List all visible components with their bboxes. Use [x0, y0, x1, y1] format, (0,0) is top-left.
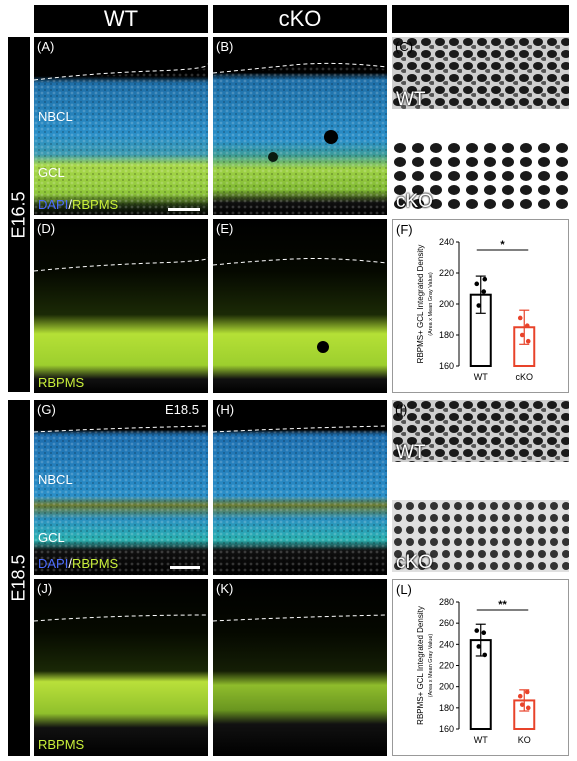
- data-point: [525, 338, 531, 344]
- panel-label-g: (G): [37, 402, 56, 417]
- data-point: [524, 323, 530, 328]
- stain-label-rbpms: RBPMS: [38, 737, 85, 752]
- header-cko: cKO: [213, 5, 387, 33]
- panel-label-e: (E): [216, 221, 234, 236]
- panel-label-a: (A): [37, 39, 55, 54]
- y-tick-label: 240: [439, 237, 454, 247]
- nbcl-label: NBCL: [38, 472, 73, 487]
- data-point: [476, 303, 482, 308]
- x-tick-label: WT: [474, 735, 488, 745]
- retina-dapi-rbpms-micrograph: [213, 37, 387, 215]
- stain-label: DAPI/RBPMS: [38, 556, 119, 571]
- x-tick-label: KO: [518, 735, 531, 745]
- panel-e-image: (E): [213, 219, 387, 393]
- panel-label-k: (K): [216, 581, 234, 596]
- retina-rbpms-micrograph: [34, 579, 208, 756]
- x-tick-label: cKO: [515, 372, 533, 382]
- panel-label-b: (B): [216, 39, 234, 54]
- grayscale-wt-inset: [392, 400, 569, 462]
- y-tick-label: 200: [439, 299, 454, 309]
- gcl-label: GCL: [38, 530, 65, 545]
- grayscale-wt-inset: [392, 37, 569, 109]
- y-tick-label: 180: [439, 703, 454, 713]
- data-point: [524, 689, 530, 695]
- panel-label-f: (F): [396, 222, 413, 237]
- age-label: E18.5: [165, 402, 199, 417]
- retina-dapi-rbpms-micrograph: [34, 37, 208, 215]
- bar-chart-l: 160 180 200 220 240 260 280 RBPMS+ GCL Integrat…: [416, 597, 536, 745]
- y-tick-label: 200: [439, 682, 454, 692]
- data-point: [517, 693, 523, 699]
- inset-label-cko: cKO: [396, 191, 433, 212]
- inset-label-cko: cKO: [396, 552, 433, 573]
- scale-bar: [168, 208, 200, 211]
- header-blank: [392, 5, 569, 33]
- y-tick-label: 160: [439, 361, 454, 371]
- y-tick-label: 260: [439, 618, 454, 628]
- data-point: [482, 652, 488, 658]
- retina-dapi-rbpms-micrograph: [34, 400, 208, 575]
- y-tick-label: 160: [439, 724, 454, 734]
- significance-marker: **: [498, 599, 507, 611]
- data-point: [482, 276, 488, 282]
- row-tab-e165: E16.5: [8, 37, 30, 392]
- data-point: [481, 289, 487, 294]
- y-axis-sublabel: (Area x Mean Gray Value): [428, 634, 434, 698]
- y-tick-label: 220: [439, 268, 454, 278]
- retina-dapi-rbpms-micrograph: [213, 400, 387, 575]
- panel-f-chart: (F) 160 180 200 220 240 RBPMS+ GCL Integrated…: [392, 219, 569, 393]
- retina-rbpms-micrograph: [34, 219, 208, 393]
- panel-j-image: (J) RBPMS: [34, 579, 208, 756]
- data-point: [519, 332, 525, 338]
- stain-label-rbpms: RBPMS: [38, 375, 85, 390]
- panel-d-image: (D) RBPMS: [34, 219, 208, 393]
- bar-chart-f: 160 180 200 220 240 RBPMS+ GCL Integrated Den…: [416, 237, 536, 382]
- grayscale-cko-inset: [392, 500, 569, 572]
- gcl-label: GCL: [38, 165, 65, 180]
- data-point: [525, 705, 531, 711]
- x-tick-label: WT: [474, 372, 488, 382]
- row-tab-e185: E18.5: [8, 400, 30, 756]
- y-tick-label: 240: [439, 639, 454, 649]
- nbcl-label: NBCL: [38, 109, 73, 124]
- panel-c-image: WT cKO (C): [392, 37, 569, 215]
- panel-label-l: (L): [396, 582, 412, 597]
- panel-l-chart: (L) 160 180 200 220 240 260 280 RBPMS+ GCL Inte…: [392, 579, 569, 756]
- panel-label-d: (D): [37, 221, 56, 236]
- panel-label-h: (H): [216, 402, 235, 417]
- panel-i-image: WT cKO (I): [392, 400, 569, 575]
- retina-rbpms-micrograph: [213, 219, 387, 393]
- y-axis-label: RBPMS+ GCL Integrated Density: [416, 606, 425, 725]
- data-point: [474, 281, 480, 287]
- data-point: [476, 644, 482, 649]
- panel-h-image: (H): [213, 400, 387, 575]
- data-point: [474, 628, 480, 633]
- y-axis-sublabel: (Area x Mean Gray Value): [428, 272, 434, 336]
- retina-rbpms-micrograph: [213, 579, 387, 756]
- y-tick-label: 180: [439, 330, 454, 340]
- scale-bar: [170, 566, 200, 569]
- y-tick-label: 280: [439, 597, 454, 607]
- panel-a-image: (A) NBCL GCL DAPI/RBPMS: [34, 37, 208, 215]
- header-wt: WT: [34, 5, 208, 33]
- panel-b-image: (B): [213, 37, 387, 215]
- panel-label-j: (J): [37, 581, 53, 596]
- data-point: [517, 315, 523, 321]
- inset-label-wt: WT: [396, 89, 426, 110]
- y-axis-label: RBPMS+ GCL Integrated Density: [416, 245, 425, 364]
- stain-label: DAPI/RBPMS: [38, 197, 119, 212]
- panel-label-i: (I): [395, 402, 408, 417]
- y-tick-label: 220: [439, 661, 454, 671]
- panel-label-c: (C): [395, 39, 414, 54]
- data-point: [481, 630, 487, 635]
- significance-marker: *: [500, 239, 505, 251]
- data-point: [519, 702, 525, 707]
- panel-g-image: (G) E18.5 NBCL GCL DAPI/RBPMS: [34, 400, 208, 575]
- inset-label-wt: WT: [396, 442, 426, 463]
- grayscale-cko-inset: [392, 141, 569, 213]
- panel-k-image: (K): [213, 579, 387, 756]
